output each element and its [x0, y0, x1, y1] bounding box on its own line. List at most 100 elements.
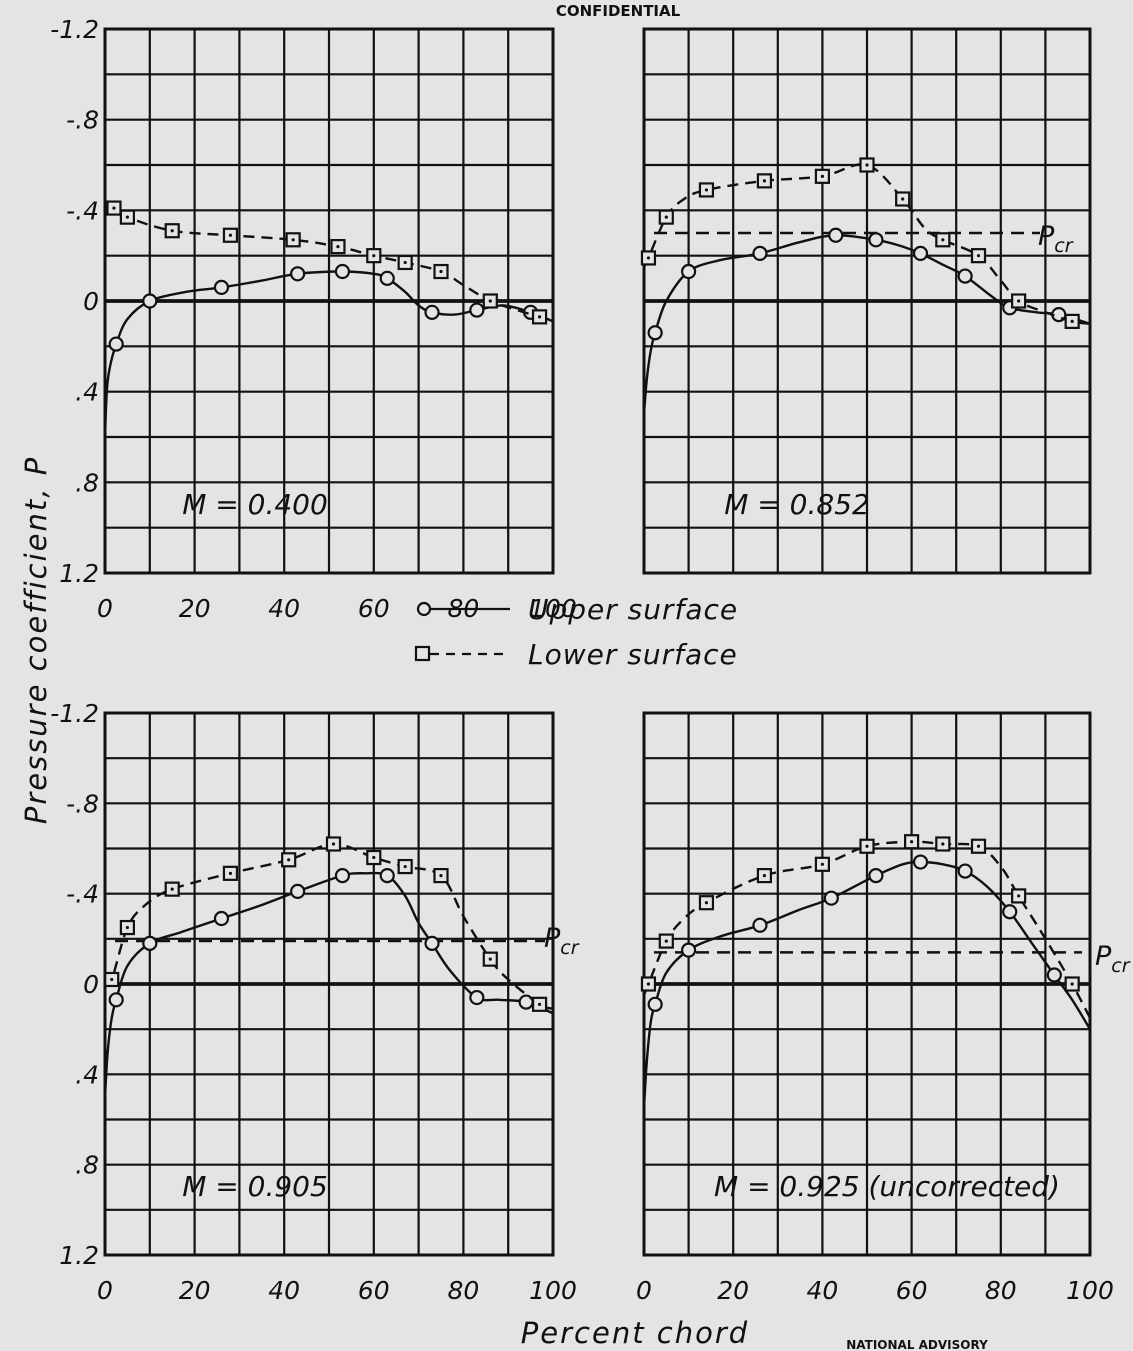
upper-surface-point: [469, 989, 485, 1006]
upper-surface-point: [334, 263, 351, 280]
x-tick-label: 60: [358, 1276, 390, 1305]
upper-surface-point: [647, 325, 663, 341]
y-tick-label: 0: [83, 970, 99, 999]
lower-surface-point-dot: [228, 233, 233, 237]
upper-surface-point: [290, 266, 306, 282]
upper-surface-point: [868, 867, 884, 884]
lower-surface-line: [642, 163, 1091, 325]
lower-surface-point-dot: [537, 1002, 542, 1006]
x-tick-label: 60: [358, 594, 390, 623]
x-tick-label: 80: [985, 1276, 1017, 1305]
y-tick-label: -.4: [66, 880, 99, 909]
pcr-label-main: P: [1095, 941, 1112, 972]
y-tick-label: -.8: [66, 789, 99, 818]
pcr-label-subscript: cr: [1111, 955, 1130, 977]
upper-surface-point: [868, 232, 884, 248]
pcr-label-subscript: cr: [1054, 235, 1073, 257]
confidential-banner: CONFIDENTIAL: [556, 2, 681, 20]
lower-surface-point-dot: [865, 844, 869, 848]
mach-label: M = 0.925 (uncorrected): [714, 1170, 1060, 1203]
y-tick-label: 1.2: [59, 1241, 99, 1270]
legend-lower-marker: [414, 645, 431, 662]
lower-surface-point-dot: [291, 238, 295, 242]
agency-footer: NATIONAL ADVISORY: [846, 1338, 988, 1351]
lower-surface-point-dot: [331, 842, 336, 846]
lower-surface-point-dot: [976, 844, 981, 848]
lower-surface-point-dot: [664, 215, 668, 219]
y-axis-label: Pressure coefficient, P: [19, 456, 53, 824]
upper-surface-point: [424, 304, 440, 320]
lower-surface-point-dot: [1070, 982, 1074, 986]
upper-surface-point: [957, 268, 973, 284]
lower-surface-point-dot: [125, 925, 129, 930]
upper-surface-point: [334, 867, 351, 884]
pcr-label-subscript: cr: [560, 937, 579, 959]
lower-surface-point-dot: [439, 874, 443, 878]
lower-surface-point-dot: [372, 254, 376, 258]
upper-surface-point: [680, 263, 697, 280]
lower-surface-point-dot: [762, 874, 767, 878]
upper-surface-point: [912, 854, 929, 870]
x-tick-label: 20: [179, 1276, 211, 1305]
upper-surface-point: [1002, 904, 1018, 920]
upper-surface-point: [823, 890, 839, 906]
legend-lower-label: Lower surface: [528, 638, 738, 671]
lower-surface-point-dot: [646, 256, 651, 260]
chart-panel-bottom-left: Pcr M = 0.905 -1.2 -.8 -.4 0 .4 .8 1.2 0 20 40 60 80 1…: [50, 699, 580, 1305]
legend-upper-label: Upper surface: [528, 593, 738, 626]
lower-surface-point-dot: [901, 197, 905, 201]
legend: Upper surface Lower surface: [414, 593, 738, 671]
y-tick-label: -1.2: [50, 699, 99, 728]
x-tick-label: 80: [447, 1276, 479, 1305]
lower-surface-point-dot: [820, 174, 825, 178]
lower-surface-point-dot: [170, 229, 174, 233]
panels: M = 0.400-1.2-.8-.40.4.81.20 20 40 60 80 100P…: [50, 15, 1131, 1305]
pcr-label: Pcr: [544, 923, 580, 959]
chart-panel-top-left: M = 0.400-1.2-.8-.40.4.81.20 20 40 60 80 100: [50, 15, 577, 623]
upper-surface-point: [142, 293, 158, 309]
lower-surface-point-dot: [664, 939, 668, 943]
upper-surface-point: [424, 935, 440, 951]
x-tick-label: 20: [717, 1276, 749, 1305]
upper-surface-point: [957, 863, 973, 879]
y-tick-label: 0: [83, 287, 99, 316]
chart-panel-bottom-right: Pcr M = 0.925 (uncorrected) 0 20 40 60 80 100: [636, 711, 1131, 1305]
lower-surface-point-dot: [537, 315, 542, 319]
x-tick-label: 60: [896, 1276, 928, 1305]
lower-surface-point-dot: [704, 901, 709, 905]
lower-surface-line: [642, 840, 1092, 1019]
lower-surface-point-dot: [403, 864, 407, 869]
x-axis-label: Percent chord: [521, 1316, 749, 1350]
x-tick-label: 100: [529, 1276, 577, 1305]
lower-surface-point-dot: [941, 238, 945, 242]
legend-upper-marker: [416, 601, 432, 617]
upper-surface-point: [469, 302, 485, 318]
y-tick-label: .4: [75, 378, 99, 407]
pcr-label: Pcr: [1038, 221, 1074, 257]
lower-surface-point-dot: [820, 862, 825, 866]
lower-surface-point-dot: [403, 260, 407, 265]
lower-surface-point-dot: [125, 215, 129, 219]
y-tick-label: 1.2: [59, 559, 99, 588]
upper-surface-point: [647, 996, 663, 1012]
x-tick-label: 40: [268, 594, 300, 623]
lower-surface-point-dot: [170, 887, 174, 891]
upper-surface-point: [379, 867, 395, 884]
upper-surface-point: [1046, 967, 1062, 983]
pcr-label-main: P: [1038, 221, 1055, 252]
x-tick-label: 40: [268, 1276, 300, 1305]
lower-surface-point-dot: [372, 855, 376, 860]
upper-surface-point: [680, 942, 697, 958]
plot-frame: [103, 27, 555, 575]
upper-surface-point: [142, 935, 158, 951]
lower-surface-point-dot: [110, 977, 114, 982]
y-tick-label: .8: [75, 1151, 99, 1180]
y-tick-label: .4: [75, 1060, 99, 1089]
mach-label: M = 0.852: [724, 488, 870, 521]
lower-surface-point-dot: [762, 179, 767, 183]
x-tick-label: 40: [806, 1276, 838, 1305]
pcr-label: Pcr: [1095, 941, 1131, 977]
lower-surface-point-dot: [1070, 319, 1074, 323]
lower-surface-point-dot: [287, 858, 291, 862]
y-tick-label: .8: [75, 468, 99, 497]
